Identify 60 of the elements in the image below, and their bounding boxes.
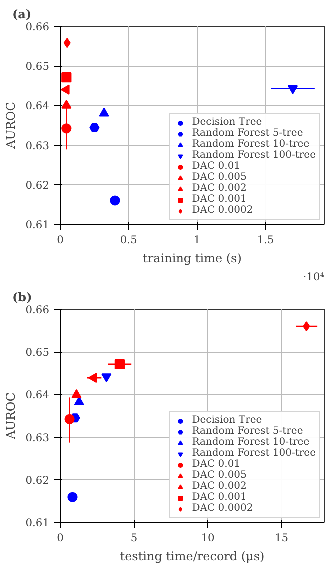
x-axis-title: training time (s) — [143, 252, 242, 266]
legend-label: Decision Tree — [192, 415, 262, 426]
x-tick-label: 1.5 — [257, 234, 274, 246]
point — [74, 396, 84, 406]
y-tick-label: 0.61 — [26, 218, 50, 232]
y-tick-label: 0.66 — [26, 304, 50, 316]
legend-label: DAC 0.002 — [192, 183, 247, 194]
point — [64, 38, 71, 48]
legend-label: DAC 0.0002 — [192, 205, 254, 216]
legend-label: Random Forest 5-tree — [192, 128, 304, 139]
point — [72, 389, 82, 398]
x-tick-label: 5 — [130, 532, 138, 544]
point — [99, 108, 110, 117]
point — [62, 100, 72, 109]
y-tick-label: 0.64 — [26, 100, 50, 113]
legend-label: DAC 0.01 — [192, 459, 241, 470]
y-tick-label: 0.62 — [26, 178, 50, 192]
legend-label: DAC 0.005 — [192, 470, 247, 481]
legend-label: Random Forest 100-tree — [192, 150, 316, 161]
y-tick-label: 0.63 — [26, 431, 50, 444]
point — [114, 359, 125, 370]
chart-title: (a) — [12, 8, 32, 22]
y-tick-label: 0.65 — [26, 60, 50, 74]
point — [110, 196, 120, 206]
y-tick-label: 0.63 — [26, 139, 50, 152]
y-tick-label: 0.61 — [26, 516, 50, 530]
point — [68, 492, 78, 502]
x-axis-title: testing time/record (μs) — [120, 550, 265, 564]
legend-label: Random Forest 10-tree — [192, 139, 310, 150]
x-tick-label: 15 — [274, 532, 289, 544]
y-axis-title: AUROC — [4, 392, 18, 440]
x-tick-label: 1 — [194, 234, 201, 246]
point — [64, 414, 75, 424]
point — [88, 373, 98, 384]
legend-label: DAC 0.0002 — [192, 503, 254, 514]
y-tick-label: 0.66 — [26, 20, 50, 34]
legend-label: DAC 0.002 — [192, 481, 247, 492]
legend-label: DAC 0.001 — [192, 194, 247, 205]
legend-label: Random Forest 100-tree — [192, 448, 316, 459]
legend-label: Random Forest 10-tree — [192, 437, 310, 448]
x-tick-label: 10 — [201, 532, 215, 544]
legend-label: Decision Tree — [192, 117, 262, 128]
chart-title: (b) — [12, 290, 32, 304]
legend-label: DAC 0.01 — [192, 161, 241, 172]
x-tick-label: 0 — [57, 234, 64, 246]
y-tick-label: 0.64 — [26, 388, 50, 402]
point — [90, 123, 100, 132]
y-tick-label: 0.65 — [26, 346, 50, 360]
text: ·10⁴ — [303, 270, 325, 284]
legend-label: DAC 0.001 — [192, 492, 247, 503]
legend-label: DAC 0.005 — [192, 172, 247, 183]
point — [288, 86, 298, 94]
point — [62, 72, 72, 83]
y-axis-title: AUROC — [4, 102, 18, 150]
x-tick-label: 0 — [57, 532, 64, 544]
legend-label: Random Forest 5-tree — [192, 426, 304, 437]
x-tick-label: 0.5 — [120, 234, 138, 246]
point — [62, 124, 72, 134]
y-tick-label: 0.62 — [26, 474, 50, 487]
point — [60, 84, 70, 95]
